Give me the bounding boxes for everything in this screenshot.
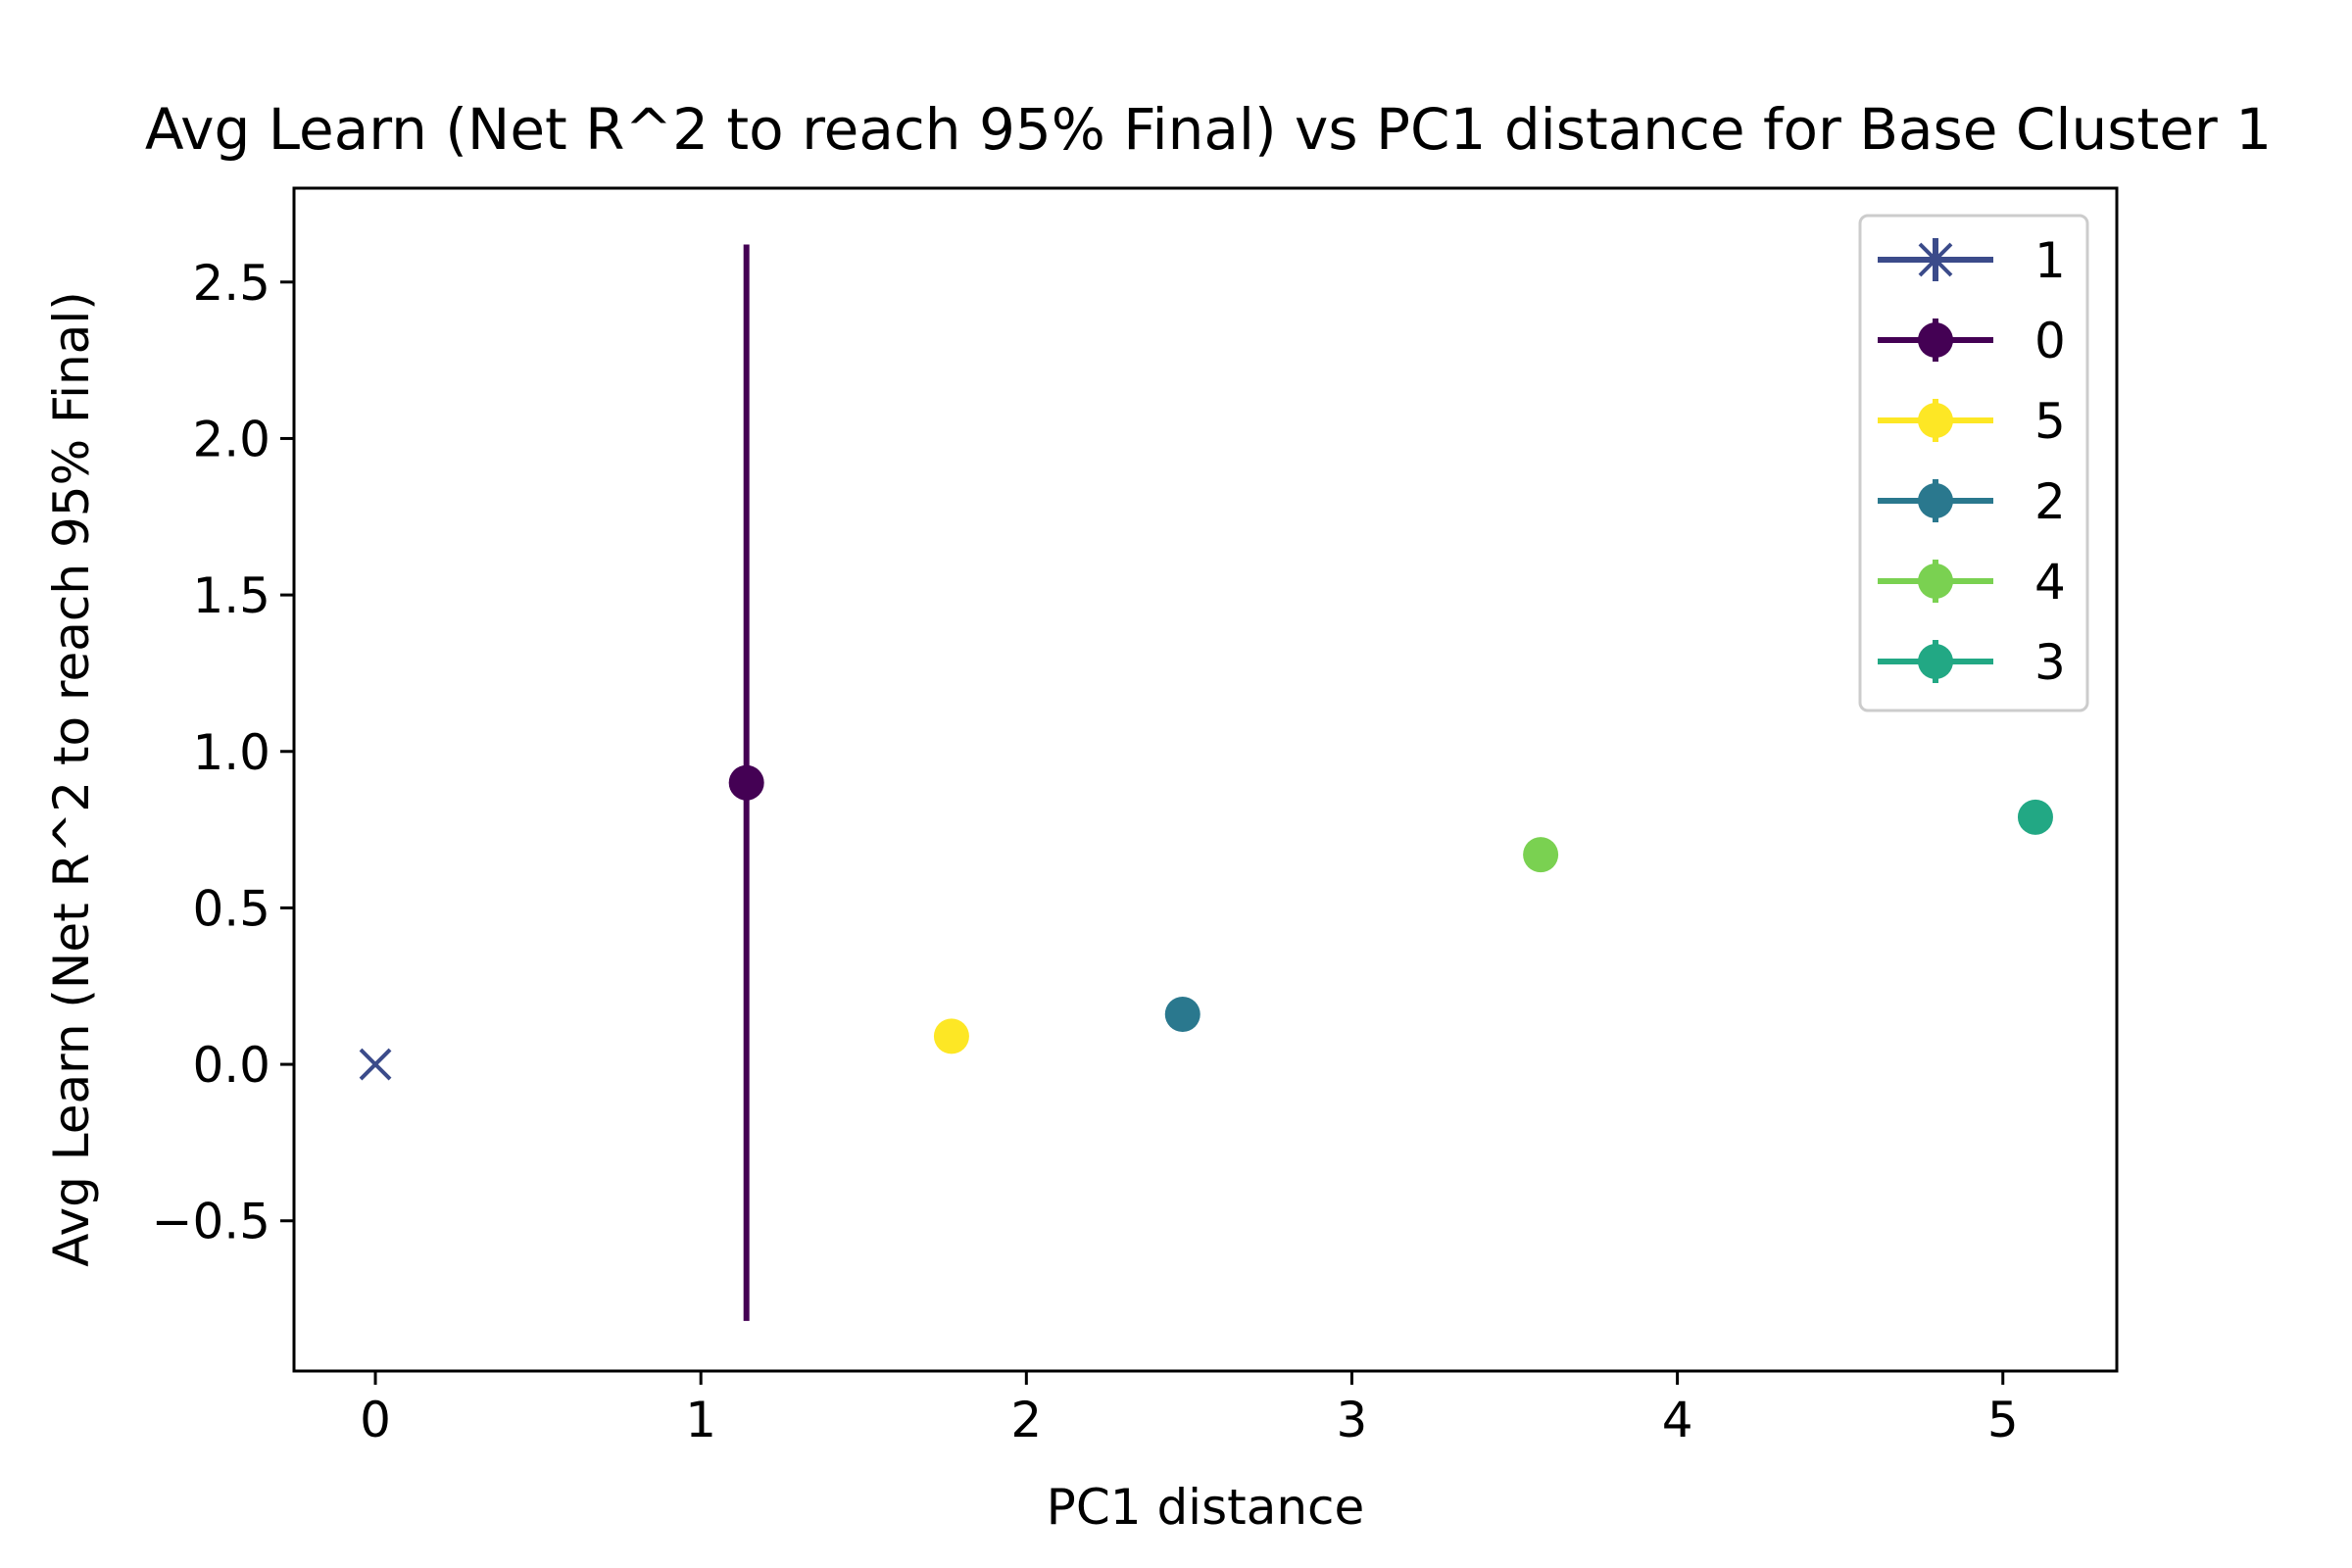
- series-5: [933, 1018, 969, 1054]
- legend: 1 0 5 2 4 3: [1858, 214, 2089, 712]
- x-tick-label: 0: [360, 1392, 391, 1448]
- y-tick-label: 0.0: [192, 1037, 270, 1094]
- x-tick-label: 4: [1662, 1392, 1693, 1448]
- series-0: [728, 244, 764, 1321]
- chart-title: Avg Learn (Net R^2 to reach 95% Final) v…: [145, 96, 2272, 163]
- legend-label: 1: [2034, 232, 2066, 289]
- data-point: [1164, 996, 1200, 1032]
- y-tick-label: 0.5: [192, 880, 270, 937]
- legend-entry-4: 4: [1878, 554, 2066, 611]
- y-tick-label: −0.5: [152, 1194, 270, 1250]
- legend-marker: [1918, 322, 1953, 358]
- legend-label: 3: [2034, 634, 2066, 691]
- x-tick-label: 3: [1337, 1392, 1368, 1448]
- legend-marker: [1918, 564, 1953, 599]
- y-tick-label: 1.0: [192, 724, 270, 781]
- data-point: [1523, 837, 1559, 873]
- legend-entry-1: 1: [1878, 232, 2066, 289]
- x-axis: 0 1 2 3 4 5: [360, 1371, 2019, 1448]
- y-tick-label: 2.5: [192, 255, 270, 312]
- y-tick-label: 1.5: [192, 567, 270, 624]
- legend-entry-5: 5: [1878, 393, 2066, 450]
- x-tick-label: 2: [1010, 1392, 1042, 1448]
- series-1: [359, 1048, 392, 1081]
- series-3: [2017, 799, 2053, 835]
- legend-entry-2: 2: [1878, 473, 2066, 530]
- legend-label: 4: [2034, 554, 2066, 611]
- legend-entry-3: 3: [1878, 634, 2066, 691]
- legend-marker: [1918, 483, 1953, 518]
- y-axis-label: Avg Learn (Net R^2 to reach 95% Final): [43, 291, 100, 1266]
- x-tick-label: 1: [685, 1392, 716, 1448]
- data-point-stroke: [359, 1048, 392, 1081]
- data-layer: [359, 244, 2053, 1321]
- x-tick-label: 5: [1987, 1392, 2019, 1448]
- y-axis: −0.5 0.0 0.5 1.0 1.5 2.0 2.5: [152, 255, 294, 1250]
- data-point: [728, 764, 764, 801]
- series-4: [1523, 837, 1559, 873]
- x-axis-label: PC1 distance: [1047, 1479, 1365, 1536]
- legend-label: 5: [2034, 393, 2066, 450]
- data-point: [359, 1048, 392, 1081]
- y-tick-label: 2.0: [192, 411, 270, 467]
- legend-entry-0: 0: [1878, 313, 2066, 369]
- legend-label: 0: [2034, 313, 2066, 369]
- legend-marker: [1918, 403, 1953, 438]
- plot-frame: [292, 186, 2119, 1373]
- data-point: [2017, 799, 2053, 835]
- legend-marker: [1918, 242, 1953, 277]
- series-2: [1164, 996, 1200, 1032]
- legend-label: 2: [2034, 473, 2066, 530]
- data-point: [933, 1018, 969, 1054]
- legend-marker: [1918, 644, 1953, 679]
